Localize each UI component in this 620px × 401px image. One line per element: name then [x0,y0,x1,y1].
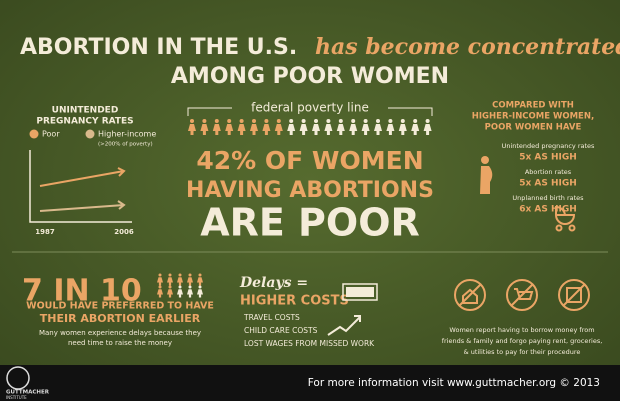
x-label: 2006 [114,228,134,236]
logo-text: GUTTMACHER [6,390,50,396]
poverty-line-label: federal poverty line [251,101,369,115]
headline: HAVING ABORTIONS [186,178,434,203]
chart-title: UNINTENDED [52,106,119,116]
logo [6,366,30,390]
x-label: 1987 [35,228,55,236]
ten-women-icons [157,273,203,298]
pregnant-icon [480,156,493,194]
woman-icon [312,119,320,135]
woman-icon [386,119,395,135]
woman-icon [187,285,193,298]
legend-note: (>200% of poverty) [98,142,153,148]
comparison-value: 5x AS HIGH [519,153,577,163]
woman-icon [188,119,196,135]
costs-subheading: HIGHER COSTS [240,294,349,309]
logo-text: INSTITUTE [6,395,27,400]
woman-icon [177,273,183,286]
woman-icon [336,119,345,135]
title: ABORTION IN THE U.S. [20,35,297,60]
woman-icon [167,285,173,298]
woman-icon [237,119,246,135]
headline: 42% OF WOMEN [196,146,423,175]
comparison-value: 6x AS HIGH [519,205,577,215]
poor-trend [39,167,126,187]
comparison-title: HIGHER-INCOME WOMEN, [472,112,594,122]
sacrifice-text: friends & family and forgo paying rent, … [442,337,603,345]
stat-note: Many women experience delays because the… [39,329,201,337]
woman-icon [225,119,234,135]
title: AMONG POOR WOMEN [171,64,449,89]
comparison-label: Unintended pregnancy rates [502,142,595,150]
woman-icon [197,285,203,298]
woman-icon [177,285,183,298]
legend-swatch [29,129,39,139]
stat-text: WOULD HAVE PREFERRED TO HAVE [26,301,214,312]
woman-icon [287,119,296,135]
money-icon [327,283,378,336]
woman-icon [262,119,271,135]
stat-text: THEIR ABORTION EARLIER [40,312,201,325]
title-italic: has become concentrated [315,34,620,60]
woman-icon [349,119,358,135]
woman-icon [250,119,258,135]
axes [29,150,132,223]
sacrifice-text: Women report having to borrow money from [449,326,594,334]
footer-text: For more information visit www.guttmache… [308,377,600,389]
headline: ARE POOR [200,201,420,245]
woman-icon [423,119,432,135]
comparison-title: POOR WOMEN HAVE [485,123,582,133]
woman-icon [212,119,221,135]
legend-label: Poor [42,130,60,139]
woman-icon [200,119,209,135]
woman-icon [398,119,407,135]
comparison-label: Abortion rates [525,168,572,176]
woman-icon [274,119,283,135]
bracket [187,107,433,116]
footer-bar [0,365,620,401]
woman-icon [299,119,308,135]
higher-income-trend [39,200,126,212]
stroller-icon [555,205,576,232]
sacrifice-text: & utilities to pay for their procedure [464,348,581,356]
woman-icon [167,273,173,286]
woman-icon [157,273,163,286]
woman-icon [324,119,333,135]
stat-headline: 7 IN 10 [22,274,142,309]
cost-item: CHILD CARE COSTS [244,326,318,335]
woman-icon [197,273,203,286]
comparison-value: 5x AS HIGH [519,179,577,189]
woman-icon [374,119,382,135]
costs-heading: Delays = [239,275,308,291]
cost-item: TRAVEL COSTS [243,313,300,322]
woman-icon [157,285,163,298]
legend-swatch [85,129,95,139]
legend-label: Higher-income [98,130,156,139]
woman-icon [361,119,370,135]
cost-item: LOST WAGES FROM MISSED WORK [244,339,375,348]
woman-icon [187,273,193,286]
comparison-title: COMPARED WITH [492,101,574,111]
forgo-icons [454,279,590,311]
stat-note: need time to raise the money [68,339,172,347]
women-icons [188,119,432,135]
comparison-label: Unplanned birth rates [512,194,584,202]
chart-title: PREGNANCY RATES [36,117,133,127]
woman-icon [411,119,420,135]
